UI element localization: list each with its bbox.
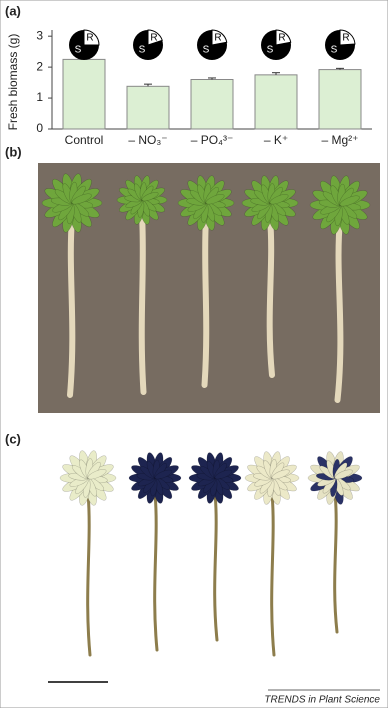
x-tick-label: – NO₃⁻: [128, 133, 167, 147]
bar: [190, 79, 234, 130]
leaf: [71, 193, 92, 205]
pie-root: [211, 29, 228, 46]
x-tick-label: – K⁺: [264, 133, 288, 147]
leaf: [271, 469, 290, 480]
y-tick-label: 1: [36, 90, 43, 104]
bar: [318, 69, 362, 130]
pie-label: R: [278, 33, 285, 44]
leaf: [154, 469, 173, 480]
pie-label: R: [342, 33, 349, 44]
x-tick-label: – PO₄³⁻: [191, 133, 234, 147]
y-axis-label: Fresh biomass (g): [6, 34, 20, 131]
y-tick-label: 2: [36, 59, 43, 73]
root: [213, 491, 219, 642]
panel-label: (c): [5, 431, 21, 446]
pie-root: [147, 29, 163, 46]
y-tick-label: 0: [36, 121, 43, 135]
panel-label: (a): [5, 3, 21, 18]
pie-label: S: [331, 45, 338, 56]
leaf: [334, 469, 353, 480]
root: [153, 491, 159, 652]
root: [334, 217, 344, 403]
pie-label: R: [214, 33, 221, 44]
root: [86, 491, 92, 657]
root: [270, 491, 276, 657]
panel-label: (b): [5, 144, 22, 159]
pie-label: S: [75, 45, 82, 56]
x-tick-label: Control: [65, 133, 104, 147]
leaf: [269, 194, 289, 205]
pie-label: R: [150, 33, 157, 44]
bar: [254, 74, 298, 130]
footer: TRENDS in Plant Science: [264, 695, 380, 706]
leaf: [339, 195, 360, 207]
bar: [62, 58, 106, 130]
leaf: [87, 469, 107, 480]
root: [67, 215, 76, 398]
pie-root: [339, 29, 356, 46]
pie-label: S: [203, 45, 210, 56]
leaf: [214, 469, 233, 480]
root: [333, 491, 339, 634]
x-tick-label: – Mg²⁺: [321, 133, 358, 147]
pie-root: [275, 29, 292, 46]
pie-label: S: [267, 45, 274, 56]
root: [201, 215, 210, 388]
y-tick-label: 3: [36, 28, 43, 42]
leaf: [205, 194, 225, 205]
pie-label: R: [86, 33, 93, 44]
pie-label: S: [139, 45, 146, 56]
root: [138, 212, 147, 395]
pie-root: [83, 29, 100, 46]
root: [266, 215, 275, 378]
bar: [126, 85, 170, 130]
leaf: [141, 192, 159, 202]
